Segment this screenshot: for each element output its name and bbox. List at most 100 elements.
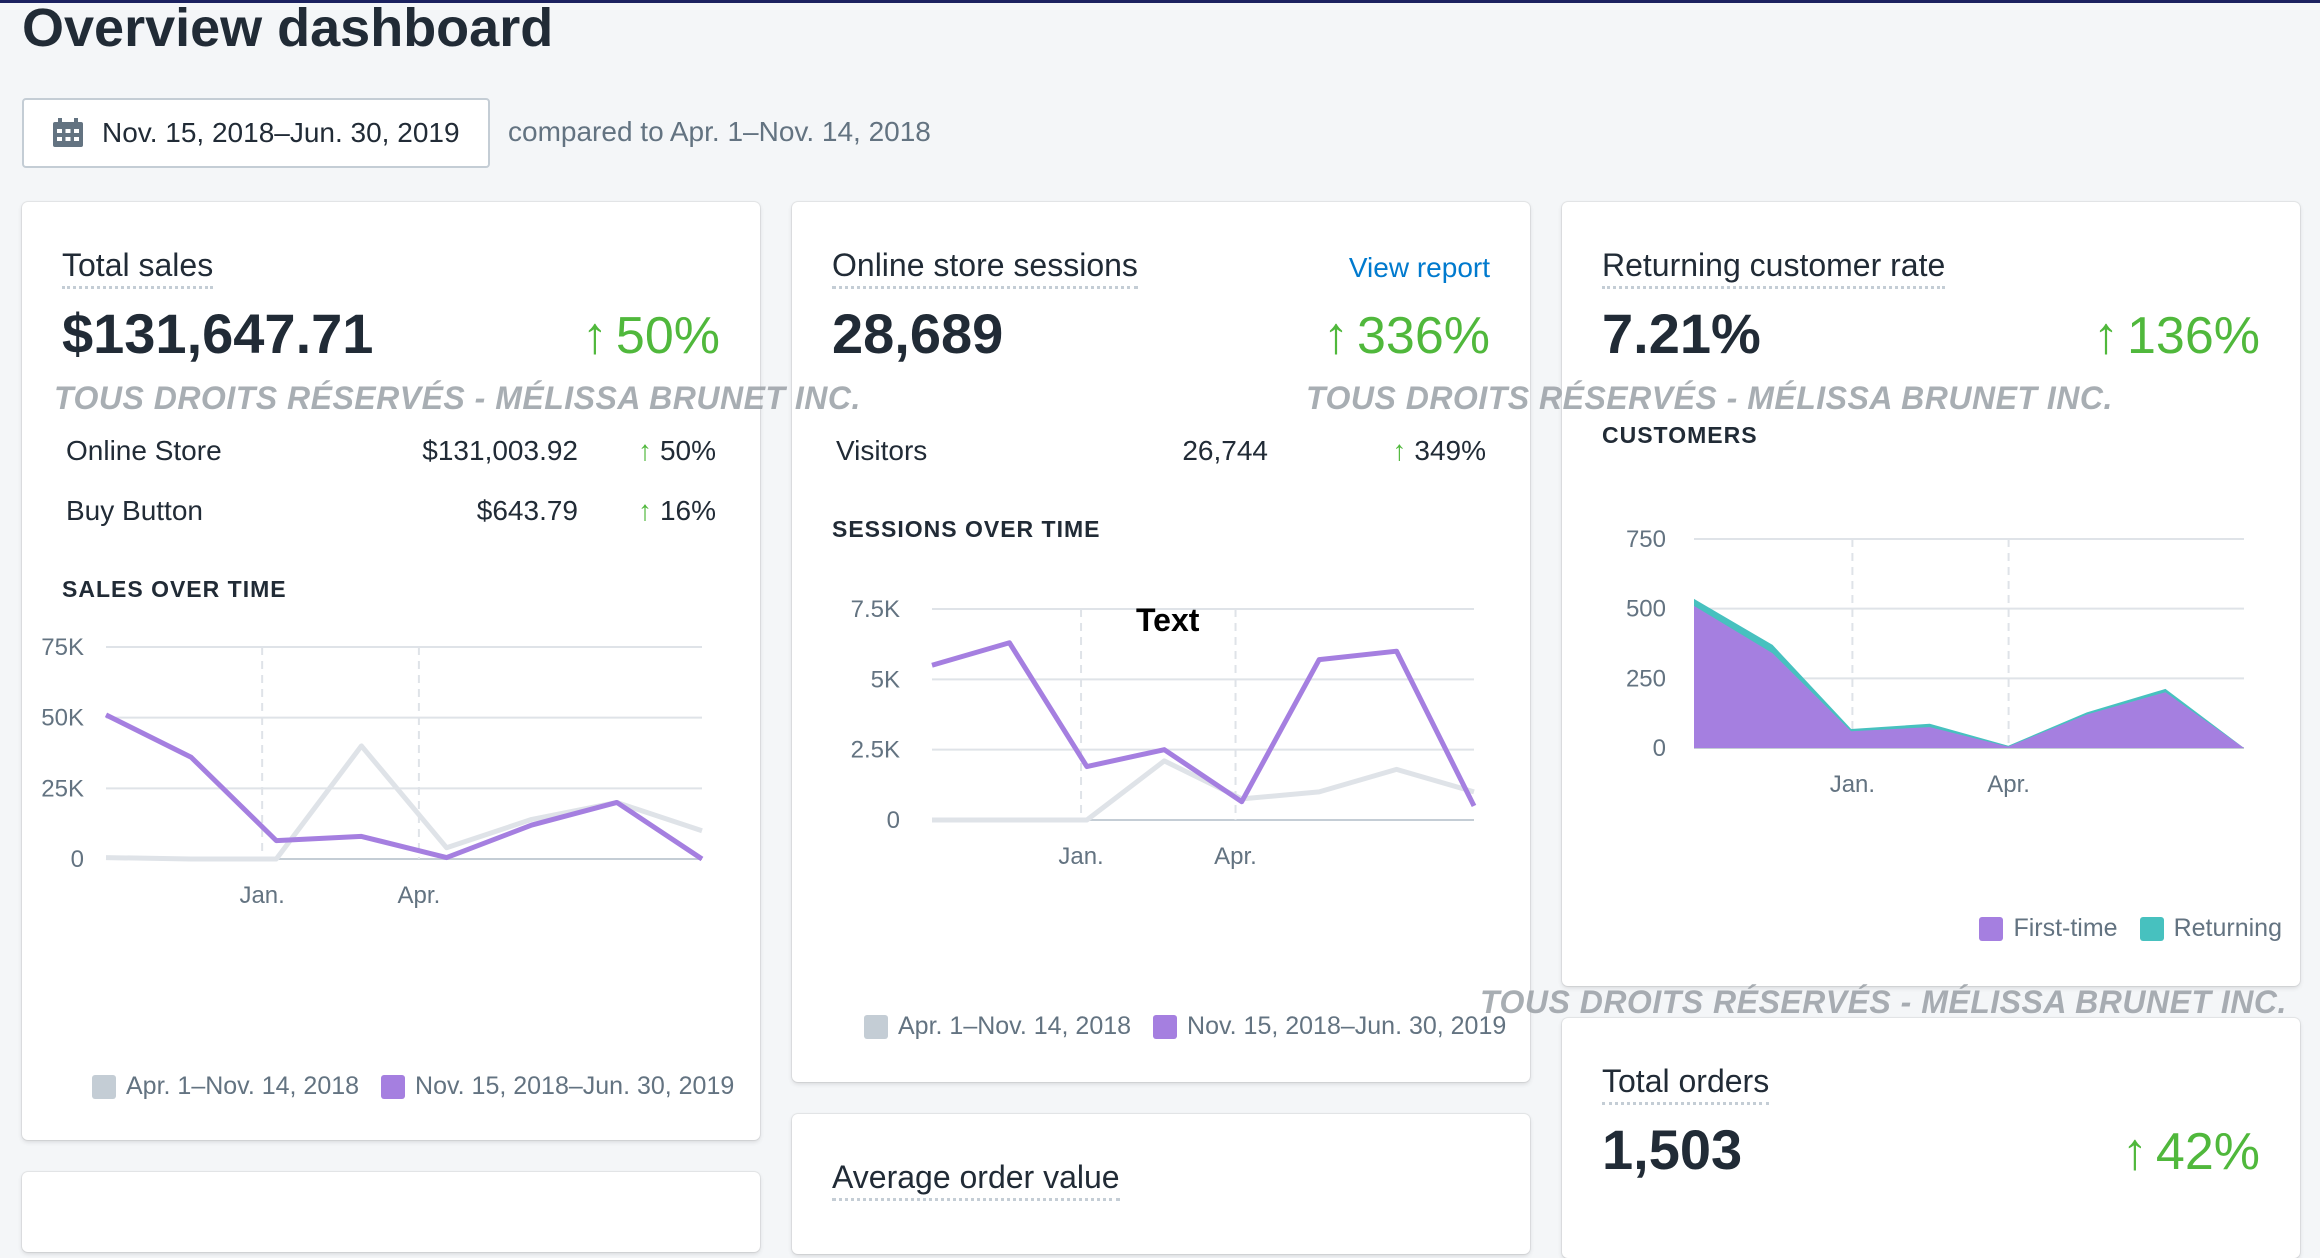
arrow-up-icon: ↑ [2093,307,2119,365]
sales-over-time-title: SALES OVER TIME [62,576,287,602]
legend-item-current[interactable]: Nov. 15, 2018–Jun. 30, 2019 [1153,1012,1506,1041]
online-store-change: ↑ 50% [638,434,716,468]
arrow-up-icon: ↑ [581,307,608,365]
returning-rate-change: ↑ 136% [2093,304,2260,368]
legend-label: Nov. 15, 2018–Jun. 30, 2019 [1187,1012,1507,1040]
total-orders-change-value: 42% [2155,1123,2260,1181]
y-tick-label: 750 [1626,526,1666,553]
buy-button-change-value: 16% [659,495,716,526]
total-sales-title[interactable]: Total sales [62,246,214,289]
total-orders-title[interactable]: Total orders [1602,1062,1770,1105]
watermark-2: TOUS DROITS RÉSERVÉS - MÉLISSA BRUNET IN… [1306,380,2113,416]
legend-swatch [2139,916,2164,941]
sales-over-time-chart: 0 25K 50K 75K Jan. Apr. [41,634,704,909]
date-range-label: Nov. 15, 2018–Jun. 30, 2019 [102,117,460,148]
legend-swatch [381,1074,406,1099]
y-tick-label: 0 [71,846,84,873]
legend-swatch [92,1074,116,1099]
customers-chart-title: CUSTOMERS [1602,422,1758,448]
series-line [104,712,704,862]
average-order-value-title[interactable]: Average order value [832,1158,1120,1201]
x-tick-label: Jan. [1830,771,1875,798]
visitors-change: ↑ 349% [1392,434,1486,468]
legend-label: Nov. 15, 2018–Jun. 30, 2019 [415,1072,735,1100]
legend-item-current[interactable]: Nov. 15, 2018–Jun. 30, 2019 [381,1072,734,1101]
x-tick-label: Apr. [398,882,441,909]
online-store-sessions-card: Online store sessions View report 28,689… [792,202,1530,1082]
sessions-value: 28,689 [832,302,1004,365]
arrow-up-icon: ↑ [637,495,652,526]
x-tick-label: Apr. [1214,843,1257,870]
legend-label: Apr. 1–Nov. 14, 2018 [898,1012,1132,1040]
online-store-change-value: 50% [659,435,716,466]
y-tick-label: 50K [41,705,84,732]
x-tick-label: Apr. [1987,771,2030,798]
legend-label: First-time [2013,914,2118,942]
visitors-value: 26,744 [1182,435,1268,466]
returning-rate-title[interactable]: Returning customer rate [1602,246,1946,289]
online-store-label: Online Store [66,435,222,466]
legend-swatch [864,1014,888,1039]
legend-label: Returning [2173,914,2282,942]
total-orders-value: 1,503 [1602,1118,1743,1181]
chart-annotation: Text [1136,602,1200,638]
sessions-chart-legend: Apr. 1–Nov. 14, 2018 Nov. 15, 2018–Jun. … [864,1012,1528,1041]
series-line [932,758,1475,823]
customers-chart-legend: First-time Returning [1979,914,2282,943]
first-time-area [1694,605,2244,748]
sessions-over-time-chart: 0 2.5K 5K 7.5K Jan. Apr. [851,596,1477,870]
y-tick-label: 250 [1626,665,1666,692]
buy-button-label: Buy Button [66,495,203,526]
customers-chart: 0 250 500 750 Jan. Apr. [1626,526,2244,798]
legend-label: Apr. 1–Nov. 14, 2018 [126,1072,360,1100]
sales-chart-legend: Apr. 1–Nov. 14, 2018 Nov. 15, 2018–Jun. … [92,1072,756,1101]
legend-item-previous[interactable]: Apr. 1–Nov. 14, 2018 [92,1072,359,1101]
arrow-up-icon: ↑ [1392,435,1407,466]
total-orders-change: ↑ 42% [2122,1120,2260,1184]
y-tick-label: 2.5K [851,737,900,764]
y-tick-label: 7.5K [851,596,900,623]
x-tick-label: Jan. [1058,843,1103,870]
arrow-up-icon: ↑ [637,435,652,466]
sessions-over-time-title: SESSIONS OVER TIME [832,516,1101,542]
date-range-picker-button[interactable]: Nov. 15, 2018–Jun. 30, 2019 [22,98,490,168]
y-tick-label: 25K [41,775,84,802]
y-tick-label: 0 [1653,735,1666,762]
watermark-1: TOUS DROITS RÉSERVÉS - MÉLISSA BRUNET IN… [54,380,861,416]
calendar-icon [53,118,83,147]
total-sales-value: $131,647.71 [62,302,374,365]
y-tick-label: 0 [887,807,900,834]
x-tick-label: Jan. [239,882,284,909]
view-report-link[interactable]: View report [1348,252,1490,283]
legend-item-first-time[interactable]: First-time [1979,914,2118,943]
legend-item-previous[interactable]: Apr. 1–Nov. 14, 2018 [864,1012,1131,1041]
comparison-period-text: compared to Apr. 1–Nov. 14, 2018 [508,116,931,147]
arrow-up-icon: ↑ [2121,1123,2148,1181]
watermark-3: TOUS DROITS RÉSERVÉS - MÉLISSA BRUNET IN… [1480,984,2287,1020]
visitors-change-value: 349% [1414,435,1486,466]
sessions-title[interactable]: Online store sessions [832,246,1138,289]
returning-customer-rate-card: Returning customer rate 7.21% ↑ 136% CUST… [1562,202,2300,986]
arrow-up-icon: ↑ [1323,307,1349,365]
y-tick-label: 75K [41,634,84,661]
visitors-label: Visitors [836,435,928,466]
legend-swatch [1979,916,2004,941]
legend-item-returning[interactable]: Returning [2139,914,2282,943]
page-title: Overview dashboard [22,0,554,58]
top-border [0,0,2320,3]
card-bottom-left [22,1172,760,1252]
returning-rate-change-value: 136% [2127,307,2260,365]
total-sales-change-value: 50% [615,307,720,365]
average-order-value-card: Average order value [792,1114,1530,1254]
sessions-change: ↑ 336% [1323,304,1490,368]
sessions-change-value: 336% [1357,307,1490,365]
total-orders-card: Total orders 1,503 ↑ 42% [1562,1018,2300,1258]
total-sales-card: Total sales $131,647.71 ↑ 50% Online Stor… [22,202,760,1140]
returning-rate-value: 7.21% [1602,302,1761,365]
y-tick-label: 500 [1626,596,1666,623]
y-tick-label: 5K [871,666,900,693]
legend-swatch [1153,1014,1178,1039]
series-line [931,640,1477,808]
buy-button-change: ↑ 16% [638,494,716,528]
buy-button-value: $643.79 [476,495,578,526]
